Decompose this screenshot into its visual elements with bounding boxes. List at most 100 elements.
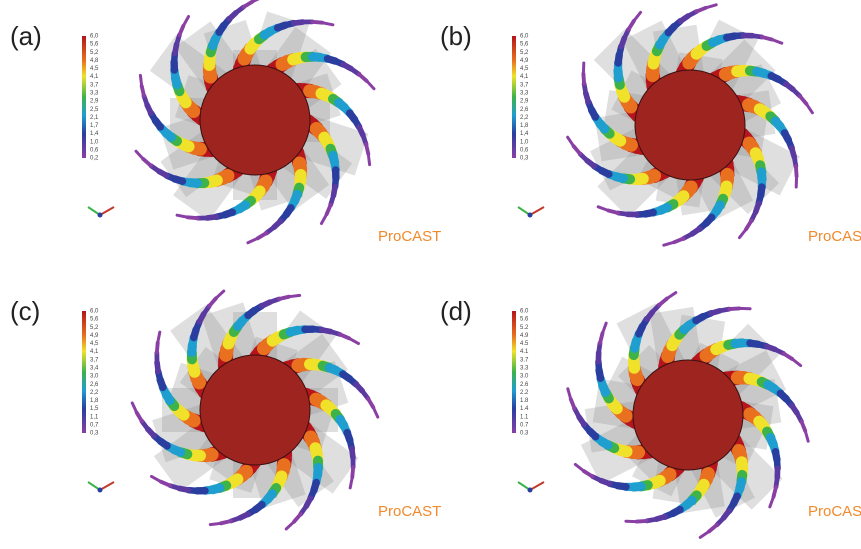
blade-segment [574, 146, 581, 154]
blade-segment [746, 221, 751, 230]
colorbar-tick-label: 2,9 [90, 99, 99, 105]
colorbar-tick-label: 4,5 [90, 341, 99, 347]
blade-segment [568, 137, 574, 146]
colorbar [512, 311, 516, 433]
blade-segment [568, 389, 571, 399]
panel: (a)6,05,65,24,84,54,13,73,32,92,52,11,71… [10, 0, 441, 245]
colorbar-tick-label: 0.7 [520, 422, 529, 428]
colorbar-tick-label: 3,7 [90, 357, 99, 363]
colorbar-tick-label: 0,7 [90, 422, 99, 428]
colorbar-tick-label: 3,0 [90, 374, 99, 380]
blade-segment [806, 104, 812, 113]
blade-segment [321, 214, 326, 223]
blade-segment [600, 333, 602, 343]
colorbar-tick-label: 5,2 [90, 50, 99, 56]
blade-segment [583, 74, 584, 84]
blade-segment [294, 514, 301, 522]
colorbar-tick-label: 0,6 [90, 147, 99, 153]
blade-segment [706, 5, 716, 8]
colorbar-tick-label: 6.0 [520, 309, 529, 315]
blade-segment [368, 154, 369, 165]
colorbar-tick-label: 5.6 [520, 317, 529, 323]
blade-segment [279, 297, 289, 299]
colorbar-tick-label: 6,0 [520, 34, 529, 40]
blade-segment [772, 39, 782, 43]
colorbar-tick-label: 4,1 [520, 74, 529, 80]
blade-segment [801, 421, 805, 430]
blade-segment [327, 205, 331, 214]
colorbar-tick-label: 0,6 [520, 147, 529, 153]
colorbar-tick-label: 4,8 [90, 58, 99, 64]
colorbar-tick-label: 4,5 [90, 66, 99, 72]
colorbar-tick-label: 2,5 [90, 107, 99, 113]
colorbar-tick-label: 5.2 [520, 325, 529, 331]
colorbar-tick-label: 4,1 [90, 349, 99, 355]
panel: (d)6.05.65.24.94.54.13.73.33.02.62.21.81… [440, 293, 861, 538]
blade-segment [188, 217, 198, 218]
blade-segment [575, 464, 583, 471]
blade-segment [571, 399, 575, 408]
colorbar-tick-label: 5,6 [520, 42, 529, 48]
blade-segment [209, 298, 216, 306]
colorbar-tick-label: 3.0 [520, 374, 529, 380]
blade-segment [659, 299, 667, 306]
panel-label: (d) [440, 296, 472, 326]
panel-label: (c) [10, 296, 40, 326]
blade-segment [286, 522, 294, 529]
blade-segment [674, 238, 683, 242]
blade-segment [158, 332, 160, 343]
colorbar-tick-label: 3,7 [90, 82, 99, 88]
blade-segment [244, 2, 253, 7]
colorbar-tick-label: 1,5 [90, 406, 99, 412]
blade-segment [700, 531, 709, 537]
colorbar-tick-label: 3,3 [90, 91, 99, 97]
blade-segment [709, 525, 717, 532]
blade-segment [177, 215, 188, 217]
blade-segment [252, 0, 262, 2]
colorbar-tick-label: 1,0 [520, 139, 529, 145]
colorbar-tick-label: 3,3 [520, 91, 529, 97]
blade-segment [602, 323, 606, 333]
blade-segment [805, 431, 808, 441]
blade-segment [161, 482, 170, 486]
blade-segment [368, 399, 373, 408]
blade-segment [289, 295, 300, 296]
hub [633, 360, 743, 470]
blade-segment [598, 207, 608, 211]
blade-segment [140, 75, 141, 86]
hub [200, 355, 310, 465]
colorbar-tick-label: 2,2 [520, 115, 529, 121]
colorbar-tick-label: 6,0 [90, 34, 99, 40]
axis-origin [528, 213, 533, 218]
panel-label: (b) [440, 21, 472, 51]
blade-segment [340, 334, 349, 338]
blade-segment [584, 471, 593, 476]
figure: (a)6,05,65,24,84,54,13,73,32,92,52,11,71… [0, 0, 861, 549]
colorbar-tick-label: 0,3 [520, 156, 529, 162]
colorbar-tick-label: 4,9 [90, 333, 99, 339]
colorbar-tick-label: 5,6 [90, 42, 99, 48]
colorbar-tick-label: 1.8 [520, 398, 529, 404]
blade-segment [696, 8, 705, 12]
colorbar-tick-label: 1,8 [520, 123, 529, 129]
colorbar-tick-label: 2,6 [520, 107, 529, 113]
colorbar-tick-label: 2,6 [90, 382, 99, 388]
colorbar-tick-label: 5,6 [90, 317, 99, 323]
blade-segment [258, 233, 267, 238]
blade-segment [349, 338, 358, 343]
colorbar-tick-label: 1,4 [520, 131, 529, 137]
colorbar-tick-label: 0,3 [90, 431, 99, 437]
blade-segment [210, 523, 221, 524]
colorbar-tick-label: 4.9 [520, 333, 529, 339]
blade-segment [143, 159, 151, 166]
blade-segment [629, 21, 634, 30]
blade-segment [183, 16, 188, 25]
blade-segment [729, 308, 739, 309]
colorbar-tick-label: 1,1 [90, 414, 99, 420]
colorbar-tick-label: 1,8 [90, 398, 99, 404]
colorbar [82, 311, 86, 433]
colorbar-tick-label: 2,9 [520, 99, 529, 105]
blade-segment [784, 354, 793, 359]
blade-segment [350, 477, 352, 488]
blade-segment [739, 229, 746, 237]
